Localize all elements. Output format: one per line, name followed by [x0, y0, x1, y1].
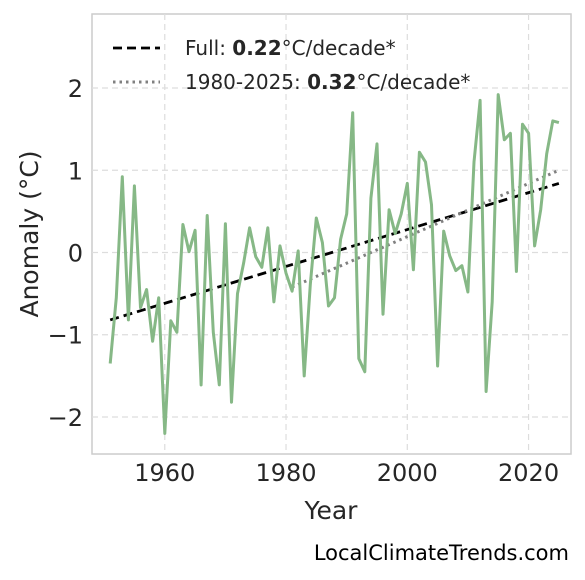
watermark-text: LocalClimateTrends.com: [314, 541, 569, 565]
recent-trend-line: [291, 168, 560, 289]
y-tick-label: 0: [68, 240, 83, 268]
legend-recent-trend-label: 1980-2025: 0.32°C/decade*: [185, 70, 470, 94]
legend: Full: 0.22°C/decade* 1980-2025: 0.32°C/de…: [113, 36, 470, 94]
y-tick-label: −1: [48, 322, 83, 350]
tick-labels: 1960 1980 2000 2020 −2 −1 0 1 2: [48, 75, 559, 487]
grid-lines: [92, 14, 571, 454]
legend-full-trend-label: Full: 0.22°C/decade*: [185, 36, 396, 60]
x-tick-label: 2000: [377, 459, 438, 487]
x-tick-label: 2020: [498, 459, 559, 487]
plot-area: [91, 13, 572, 455]
full-trend-line: [109, 182, 560, 322]
data-series: [108, 93, 560, 435]
y-tick-label: 2: [68, 75, 83, 103]
y-tick-label: −2: [48, 404, 83, 432]
x-tick-label: 1960: [134, 459, 195, 487]
trend-lines: [109, 168, 560, 322]
x-tick-label: 1980: [255, 459, 316, 487]
y-tick-label: 1: [68, 157, 83, 185]
x-axis-label: Year: [304, 496, 359, 525]
anomaly-series-line: [108, 93, 560, 435]
y-axis-label: Anomaly (°C): [15, 150, 44, 317]
